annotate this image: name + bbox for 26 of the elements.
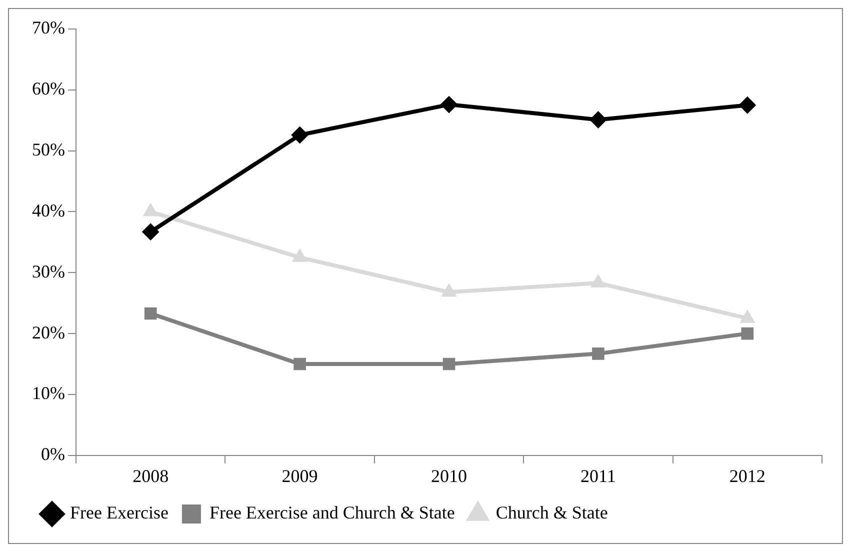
y-tick-label: 40% (32, 200, 65, 220)
point (142, 223, 160, 240)
point (738, 96, 756, 114)
x-tick-label: 2010 (430, 466, 467, 486)
point (741, 327, 754, 340)
x-tick-label: 2008 (132, 466, 169, 486)
y-tick-label: 60% (32, 78, 65, 99)
y-tick-label: 30% (32, 261, 65, 282)
point (144, 307, 157, 320)
x-tick-label: 2012 (729, 466, 766, 486)
y-tick-label: 20% (32, 322, 65, 342)
legend-label: Church & State (496, 502, 608, 523)
point (294, 358, 306, 370)
point (592, 348, 604, 360)
legend-label: Free Exercise (70, 502, 168, 523)
x-tick-label: 2011 (580, 466, 616, 486)
x-tick-label: 2009 (282, 466, 318, 486)
y-tick-label: 10% (32, 383, 65, 404)
point (440, 96, 458, 114)
point (291, 126, 308, 144)
y-tick-label: 0% (40, 444, 65, 464)
point (590, 111, 607, 128)
y-tick-label: 70% (32, 18, 65, 38)
y-tick-label: 50% (32, 140, 65, 160)
point (442, 358, 456, 370)
legend-label: Free Exercise and Church & State (209, 502, 455, 523)
